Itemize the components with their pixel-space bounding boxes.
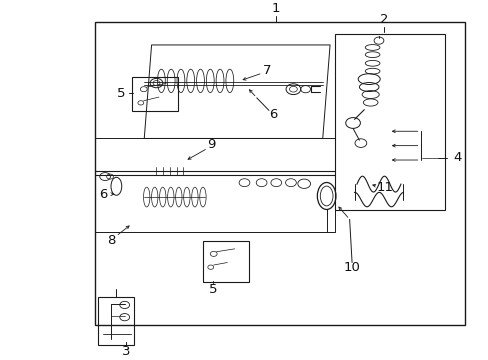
Text: 5: 5 (116, 87, 125, 100)
Text: 6: 6 (99, 188, 108, 201)
Text: 11: 11 (376, 181, 392, 194)
Bar (203, 241, 249, 282)
Bar (132, 77, 178, 112)
Text: 9: 9 (206, 138, 215, 151)
Text: 6: 6 (268, 108, 277, 121)
Bar (98, 297, 134, 345)
Text: 8: 8 (107, 234, 116, 247)
Text: 5: 5 (208, 283, 217, 296)
Text: 10: 10 (343, 261, 360, 274)
Text: 3: 3 (122, 345, 130, 358)
Text: 2: 2 (379, 13, 387, 26)
Text: 4: 4 (452, 151, 461, 164)
Text: 1: 1 (271, 3, 280, 15)
Text: 7: 7 (263, 64, 271, 77)
Bar (334, 34, 444, 210)
Bar (95, 22, 464, 325)
